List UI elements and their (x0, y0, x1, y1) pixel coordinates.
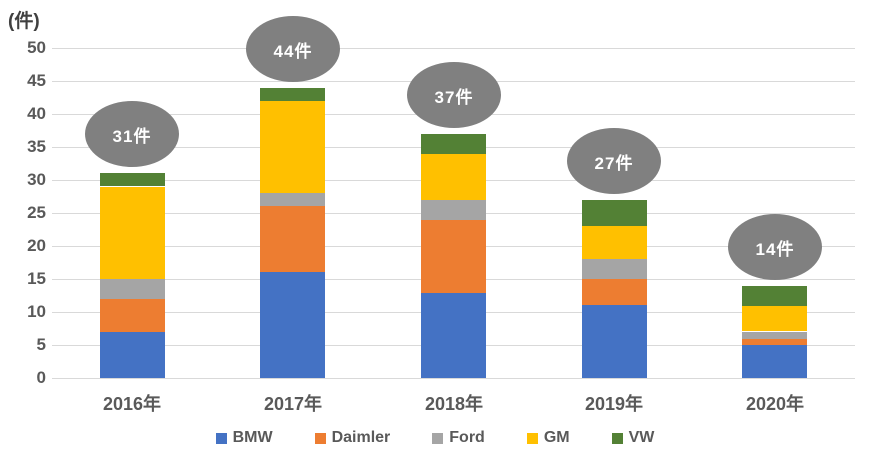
gridline-0 (52, 378, 855, 379)
legend-marker-BMW (215, 432, 227, 444)
bar-segment-Ford-2017年 (260, 193, 325, 206)
bar-segment-BMW-2016年 (100, 332, 165, 378)
legend-label-VW: VW (628, 429, 655, 446)
legend-item-Ford: Ford (432, 429, 485, 447)
y-tick-label-35: 35 (27, 137, 46, 156)
total-bubble-label: 37件 (434, 87, 474, 107)
bar-segment-Daimler-2016年 (100, 299, 165, 332)
legend-marker-Daimler (314, 432, 326, 444)
x-tick-label-2020年: 2020年 (745, 394, 805, 414)
legend: BMW Daimler Ford GM VW (0, 429, 870, 447)
bar-segment-Daimler-2019年 (582, 279, 647, 305)
bar-segment-BMW-2017年 (260, 272, 325, 378)
total-bubble-2020年: 14件 (728, 214, 822, 280)
bar-segment-VW-2016年 (100, 173, 165, 186)
gridline-50 (52, 48, 855, 49)
bar-segment-VW-2020年 (742, 286, 807, 306)
total-bubble-2018年: 37件 (407, 62, 501, 128)
y-tick-label-50: 50 (27, 38, 46, 57)
y-tick-label-0: 0 (36, 368, 46, 387)
bar-segment-Daimler-2018年 (421, 220, 486, 293)
total-bubble-2016年: 31件 (85, 101, 179, 167)
y-axis-unit-label: (件) (8, 11, 40, 32)
legend-marker-Ford (432, 432, 444, 444)
y-tick-label-25: 25 (27, 203, 46, 222)
bar-segment-Ford-2016年 (100, 279, 165, 299)
bar-segment-GM-2017年 (260, 101, 325, 193)
total-bubble-2017年: 44件 (246, 16, 340, 82)
bar-segment-Ford-2019年 (582, 259, 647, 279)
y-tick-label-40: 40 (27, 104, 46, 123)
bar-segment-Daimler-2017年 (260, 206, 325, 272)
bar-segment-Ford-2018年 (421, 200, 486, 220)
bar-segment-BMW-2020年 (742, 345, 807, 378)
total-bubble-label: 27件 (594, 153, 634, 173)
x-tick-label-2019年: 2019年 (584, 394, 644, 414)
bar-segment-Daimler-2020年 (742, 338, 807, 345)
legend-label-Daimler: Daimler (331, 429, 391, 446)
x-tick-label-2017年: 2017年 (263, 394, 323, 414)
legend-label-Ford: Ford (449, 429, 485, 446)
x-tick-label-2016年: 2016年 (102, 394, 162, 414)
y-tick-label-10: 10 (27, 302, 46, 321)
y-tick-label-45: 45 (27, 71, 46, 90)
legend-item-VW: VW (611, 429, 655, 447)
bar-segment-BMW-2019年 (582, 305, 647, 378)
bar-segment-Ford-2020年 (742, 332, 807, 339)
legend-item-GM: GM (526, 429, 570, 447)
bar-segment-GM-2020年 (742, 305, 807, 331)
legend-item-BMW: BMW (215, 429, 273, 447)
bar-segment-VW-2019年 (582, 200, 647, 226)
y-tick-label-20: 20 (27, 236, 46, 255)
bar-segment-GM-2019年 (582, 226, 647, 259)
y-tick-label-30: 30 (27, 170, 46, 189)
legend-label-BMW: BMW (232, 429, 273, 446)
bar-segment-VW-2017年 (260, 88, 325, 101)
y-tick-label-15: 15 (27, 269, 46, 288)
total-bubble-label: 31件 (112, 126, 152, 146)
y-tick-label-5: 5 (36, 335, 46, 354)
total-bubble-label: 14件 (755, 239, 795, 259)
total-bubble-label: 44件 (273, 41, 313, 61)
bar-segment-GM-2016年 (100, 187, 165, 279)
bar-segment-VW-2018年 (421, 134, 486, 154)
bar-segment-BMW-2018年 (421, 292, 486, 378)
legend-marker-VW (611, 432, 623, 444)
x-tick-label-2018年: 2018年 (424, 394, 484, 414)
bar-segment-GM-2018年 (421, 154, 486, 200)
legend-marker-GM (526, 432, 538, 444)
legend-item-Daimler: Daimler (314, 429, 391, 447)
legend-label-GM: GM (543, 429, 570, 446)
total-bubble-2019年: 27件 (567, 128, 661, 194)
